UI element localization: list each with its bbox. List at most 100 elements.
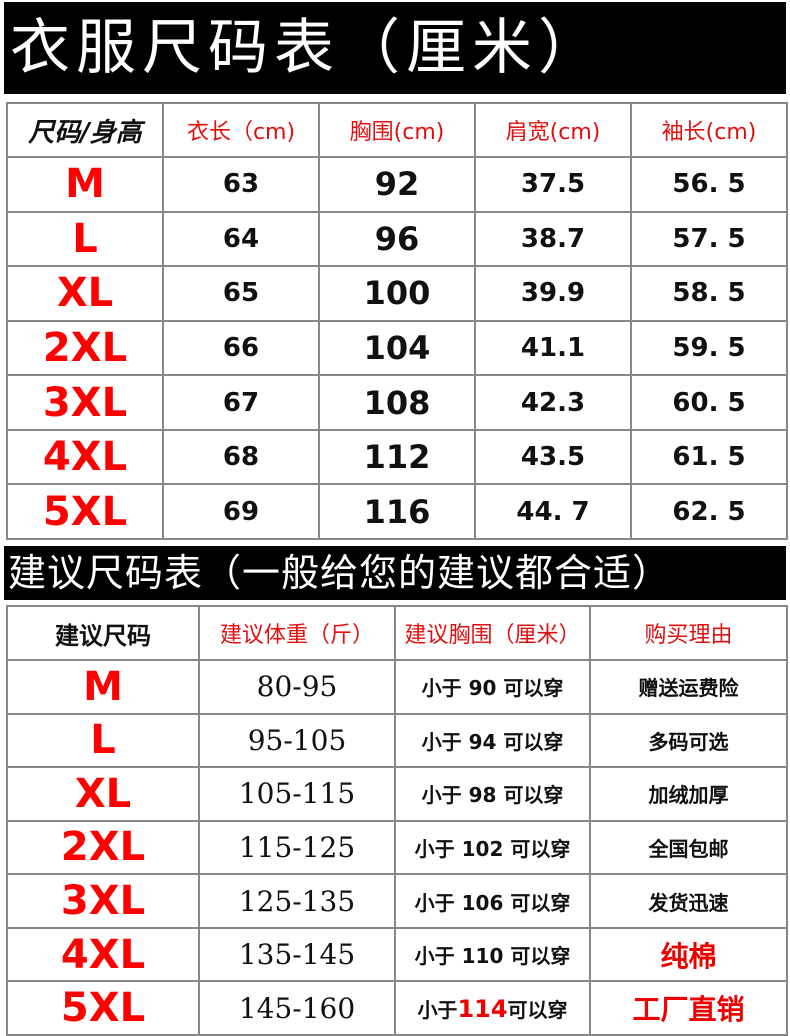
table-row: 2XL 115-125 小于 102 可以穿 全国包邮	[6, 819, 788, 876]
column-header: 袖长(cm)	[630, 102, 788, 158]
size-label: XL	[6, 766, 200, 822]
chest-post: 可以穿	[496, 729, 564, 754]
chest-pre: 小于	[414, 944, 462, 969]
weight-range: 135-145	[198, 926, 396, 983]
chest-num: 90	[468, 676, 497, 701]
purchase-reason: 纯棉	[589, 926, 788, 983]
weight-range: 80-95	[198, 659, 396, 715]
chest-num: 110	[461, 944, 504, 969]
chest-cell: 小于 98 可以穿	[394, 766, 591, 822]
weight-range: 145-160	[198, 980, 396, 1036]
chest-cell: 小于 102 可以穿	[394, 819, 591, 876]
chest-post: 可以穿	[496, 783, 564, 808]
chest-num: 106	[461, 890, 504, 915]
column-header: 建议尺码	[6, 605, 200, 661]
measurement-cell: 67	[162, 374, 320, 431]
column-header: 肩宽(cm)	[474, 102, 632, 158]
size-label: 3XL	[6, 873, 200, 929]
chest-pre: 小于	[417, 997, 458, 1022]
measurement-cell: 92	[318, 156, 476, 213]
measurement-cell: 69	[162, 483, 320, 540]
chest-pre: 小于	[414, 836, 462, 861]
purchase-reason: 赠送运费险	[589, 659, 788, 715]
table-row: M 80-95 小于 90 可以穿 赠送运费险	[6, 659, 788, 715]
measurement-cell: 66	[162, 319, 320, 377]
column-header: 建议胸围（厘米）	[394, 605, 591, 661]
measurement-cell: 112	[318, 428, 476, 486]
suggest-chart-title: 建议尺码表（一般给您的建议都合适）	[4, 546, 786, 600]
chest-post: 可以穿	[503, 944, 571, 969]
chest-pre: 小于	[421, 783, 469, 808]
weight-range: 115-125	[198, 819, 396, 876]
header-row: 尺码/身高 衣长（cm) 胸围(cm) 肩宽(cm) 袖长(cm)	[6, 102, 788, 158]
header-row: 建议尺码 建议体重（斤） 建议胸围（厘米） 购买理由	[6, 605, 788, 661]
size-table: 尺码/身高 衣长（cm) 胸围(cm) 肩宽(cm) 袖长(cm) M 63 92 37.5 56…	[6, 102, 788, 540]
chest-cell: 小于 110 可以穿	[394, 926, 591, 983]
size-label: 2XL	[6, 319, 164, 377]
measurement-cell: 104	[318, 319, 476, 377]
size-label: L	[6, 210, 164, 268]
measurement-cell: 43.5	[474, 428, 632, 486]
measurement-cell: 59. 5	[630, 319, 788, 377]
chest-cell: 小于 90 可以穿	[394, 659, 591, 715]
measurement-cell: 39.9	[474, 265, 632, 322]
measurement-cell: 68	[162, 428, 320, 486]
size-label: 4XL	[6, 428, 164, 486]
size-label: XL	[6, 265, 164, 322]
table-row: 3XL 67 108 42.3 60. 5	[6, 374, 788, 431]
purchase-reason: 全国包邮	[589, 819, 788, 876]
purchase-reason: 多码可选	[589, 712, 788, 769]
size-label: 4XL	[6, 926, 200, 983]
measurement-cell: 116	[318, 483, 476, 540]
measurement-cell: 63	[162, 156, 320, 213]
chest-cell: 小于114可以穿	[394, 980, 591, 1036]
size-label: 5XL	[6, 980, 200, 1036]
suggest-table: 建议尺码 建议体重（斤） 建议胸围（厘米） 购买理由 M 80-95 小于 90 可以穿 赠送…	[6, 605, 788, 1036]
measurement-cell: 37.5	[474, 156, 632, 213]
measurement-cell: 108	[318, 374, 476, 431]
weight-range: 125-135	[198, 873, 396, 929]
table-row: 5XL 145-160 小于114可以穿 工厂直销	[6, 980, 788, 1036]
chest-post: 可以穿	[507, 997, 568, 1022]
size-label: L	[6, 712, 200, 769]
measurement-cell: 56. 5	[630, 156, 788, 213]
chest-cell: 小于 106 可以穿	[394, 873, 591, 929]
size-chart-title: 衣服尺码表（厘米）	[4, 2, 786, 94]
chest-pre: 小于	[421, 676, 469, 701]
purchase-reason: 加绒加厚	[589, 766, 788, 822]
measurement-cell: 38.7	[474, 210, 632, 268]
table-row: 5XL 69 116 44. 7 62. 5	[6, 483, 788, 540]
chest-pre: 小于	[421, 729, 469, 754]
chest-cell: 小于 94 可以穿	[394, 712, 591, 769]
chest-post: 可以穿	[503, 890, 571, 915]
size-label: M	[6, 156, 164, 213]
measurement-cell: 58. 5	[630, 265, 788, 322]
measurement-cell: 41.1	[474, 319, 632, 377]
measurement-cell: 44. 7	[474, 483, 632, 540]
measurement-cell: 60. 5	[630, 374, 788, 431]
size-label: M	[6, 659, 200, 715]
size-label: 2XL	[6, 819, 200, 876]
chest-num: 94	[468, 729, 497, 754]
table-row: L 64 96 38.7 57. 5	[6, 210, 788, 268]
measurement-cell: 57. 5	[630, 210, 788, 268]
weight-range: 105-115	[198, 766, 396, 822]
size-label: 5XL	[6, 483, 164, 540]
table-row: XL 105-115 小于 98 可以穿 加绒加厚	[6, 766, 788, 822]
table-row: 3XL 125-135 小于 106 可以穿 发货迅速	[6, 873, 788, 929]
measurement-cell: 96	[318, 210, 476, 268]
measurement-cell: 100	[318, 265, 476, 322]
column-header: 购买理由	[589, 605, 788, 661]
measurement-cell: 42.3	[474, 374, 632, 431]
column-header: 衣长（cm)	[162, 102, 320, 158]
purchase-reason: 发货迅速	[589, 873, 788, 929]
weight-range: 95-105	[198, 712, 396, 769]
chest-num: 102	[461, 836, 504, 861]
table-row: 4XL 135-145 小于 110 可以穿 纯棉	[6, 926, 788, 983]
measurement-cell: 61. 5	[630, 428, 788, 486]
measurement-cell: 62. 5	[630, 483, 788, 540]
column-header: 尺码/身高	[6, 102, 164, 158]
chest-num: 98	[468, 783, 497, 808]
table-row: L 95-105 小于 94 可以穿 多码可选	[6, 712, 788, 769]
table-row: M 63 92 37.5 56. 5	[6, 156, 788, 213]
